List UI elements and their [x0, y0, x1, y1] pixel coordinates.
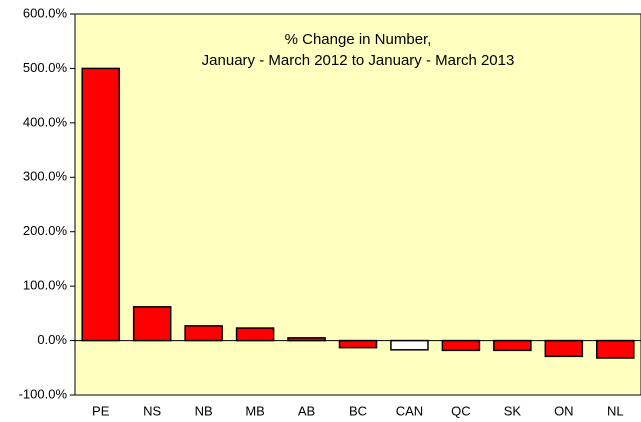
y-tick-label: 600.0%: [23, 5, 68, 20]
y-tick-label: 400.0%: [23, 114, 68, 129]
x-tick-label: NB: [195, 403, 213, 418]
y-tick-label: 0.0%: [37, 332, 67, 347]
bar: [184, 325, 223, 342]
bar: [493, 339, 532, 352]
bar: [338, 339, 378, 349]
bar: [81, 67, 121, 342]
y-tick-label: 500.0%: [23, 60, 68, 75]
x-tick-label: NS: [143, 403, 161, 418]
x-tick-label: SK: [504, 403, 522, 418]
x-tick-label: QC: [451, 403, 471, 418]
chart-subtitle: January - March 2012 to January - March …: [202, 52, 515, 69]
bar: [390, 339, 429, 351]
y-tick-label: 200.0%: [23, 223, 68, 238]
y-tick-label: -100.0%: [19, 386, 68, 401]
bar: [595, 339, 635, 359]
x-tick-label: MB: [245, 403, 265, 418]
x-tick-label: NL: [607, 403, 624, 418]
y-tick-label: 100.0%: [23, 278, 68, 293]
y-tick-label: 300.0%: [23, 169, 68, 184]
chart-title: % Change in Number,: [285, 31, 432, 48]
x-tick-label: BC: [349, 403, 367, 418]
bar: [441, 339, 481, 352]
x-tick-label: ON: [554, 403, 574, 418]
bar: [235, 327, 275, 342]
x-tick-label: PE: [92, 403, 110, 418]
bar: [132, 306, 172, 342]
x-tick-label: CAN: [396, 403, 423, 418]
bar: [544, 339, 584, 358]
x-tick-label: AB: [298, 403, 315, 418]
